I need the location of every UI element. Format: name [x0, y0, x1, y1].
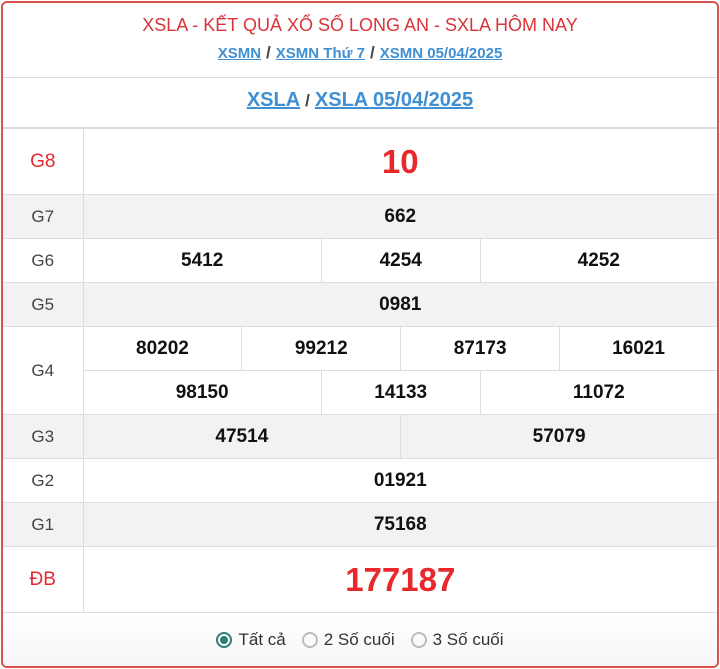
prize-number: 4252	[479, 238, 717, 283]
prize-label: G3	[3, 414, 84, 459]
separator: /	[369, 43, 375, 62]
prize-number: 87173	[400, 326, 561, 371]
prize-number: 177187	[82, 546, 717, 613]
row-g4: G4 80202 99212 87173 16021	[3, 326, 717, 415]
prize-number: 662	[82, 194, 717, 239]
prize-number: 99212	[241, 326, 402, 371]
prize-label: G4	[3, 326, 84, 415]
radio-icon[interactable]	[410, 631, 427, 648]
option-label: 2 Số cuối	[323, 629, 395, 649]
sub-header: XSLA / XSLA 05/04/2025	[3, 78, 717, 128]
row-g4-b: 98150 14133 11072	[3, 370, 717, 415]
radio-icon[interactable]	[301, 631, 318, 648]
prize-number: 01921	[82, 458, 717, 503]
prize-number: 4254	[320, 238, 481, 283]
link-xsla-date[interactable]: XSLA 05/04/2025	[314, 89, 474, 111]
row-db: ĐB 177187	[3, 546, 717, 613]
row-g6: G6 5412 4254 4252	[3, 238, 717, 283]
option-label: Tất cả	[238, 629, 286, 649]
radio-checked-icon[interactable]	[216, 631, 233, 648]
link-xsla[interactable]: XSLA	[246, 89, 301, 111]
crumb-xsmn-thu7[interactable]: XSMN Thứ 7	[275, 45, 365, 62]
prize-label: G7	[3, 194, 84, 239]
prize-number: 16021	[559, 326, 717, 371]
prize-number: 11072	[479, 370, 717, 415]
crumb-xsmn[interactable]: XSMN	[217, 45, 262, 62]
breadcrumb: XSMN / XSMN Thứ 7/XSMN 05/04/2025	[3, 43, 717, 63]
row-g8: G8 10	[3, 128, 717, 195]
prize-number: 57079	[400, 414, 717, 459]
row-g1: G1 75168	[3, 502, 717, 547]
prize-label: ĐB	[3, 546, 84, 613]
prize-label: G1	[3, 502, 84, 547]
prize-label: G6	[3, 238, 84, 283]
prize-number: 75168	[82, 502, 717, 547]
header: XSLA - KẾT QUẢ XỔ SỐ LONG AN - SXLA HÔM …	[3, 3, 717, 78]
prize-number: 10	[82, 128, 717, 195]
prize-number: 47514	[82, 414, 402, 459]
row-g2: G2 01921	[3, 458, 717, 503]
page-title: XSLA - KẾT QUẢ XỔ SỐ LONG AN - SXLA HÔM …	[142, 15, 578, 35]
filter-all[interactable]: Tất cả	[216, 629, 286, 650]
prize-label: G8	[3, 128, 84, 195]
row-g3: G3 47514 57079	[3, 414, 717, 459]
filter-3-digits[interactable]: 3 Số cuối	[410, 629, 504, 650]
prize-label: G5	[3, 282, 84, 327]
separator: /	[305, 91, 310, 110]
results-table: G8 10 G7 662 G6 5412 4254 4252 G5 0981 G4 80202…	[3, 128, 717, 613]
separator: /	[266, 43, 271, 62]
prize-label: G2	[3, 458, 84, 503]
prize-number: 80202	[82, 326, 243, 371]
digit-filter: Tất cả 2 Số cuối 3 Số cuối	[3, 612, 717, 666]
prize-number: 0981	[82, 282, 717, 327]
crumb-xsmn-date[interactable]: XSMN 05/04/2025	[379, 45, 503, 62]
prize-number: 98150	[82, 370, 322, 415]
prize-number: 5412	[82, 238, 322, 283]
filter-2-digits[interactable]: 2 Số cuối	[301, 629, 395, 650]
option-label: 3 Số cuối	[432, 629, 504, 649]
prize-number: 14133	[320, 370, 481, 415]
row-g5: G5 0981	[3, 282, 717, 327]
row-g7: G7 662	[3, 194, 717, 239]
